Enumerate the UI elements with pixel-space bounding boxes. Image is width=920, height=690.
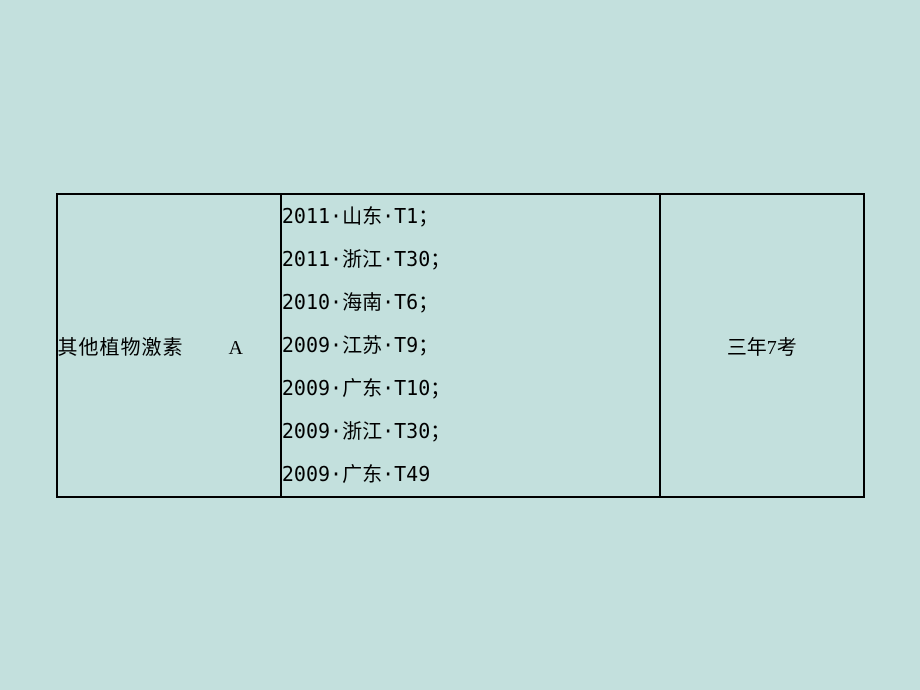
- topic-text-part2: A: [229, 337, 244, 359]
- entry-line: 2011·浙江·T30；: [282, 238, 659, 281]
- entry-line: 2009·广东·T10；: [282, 367, 659, 410]
- entry-line: 2009·江苏·T9；: [282, 324, 659, 367]
- cell-entries: 2011·山东·T1； 2011·浙江·T30； 2010·海南·T6； 200…: [281, 194, 660, 497]
- entry-line: 2010·海南·T6；: [282, 281, 659, 324]
- table-row: 其他植物激素 A 2011·山东·T1； 2011·浙江·T30； 2010·海南…: [57, 194, 864, 497]
- cell-topic: 其他植物激素 A: [57, 194, 281, 497]
- entry-line: 2011·山东·T1；: [282, 195, 659, 238]
- entry-line: 2009·浙江·T30；: [282, 410, 659, 453]
- summary-text: 三年7考: [727, 337, 797, 359]
- cell-summary: 三年7考: [660, 194, 863, 497]
- data-table: 其他植物激素 A 2011·山东·T1； 2011·浙江·T30； 2010·海南…: [56, 193, 865, 498]
- topic-text-part1: 其他植物激素: [58, 337, 184, 359]
- entry-line: 2009·广东·T49: [282, 453, 659, 496]
